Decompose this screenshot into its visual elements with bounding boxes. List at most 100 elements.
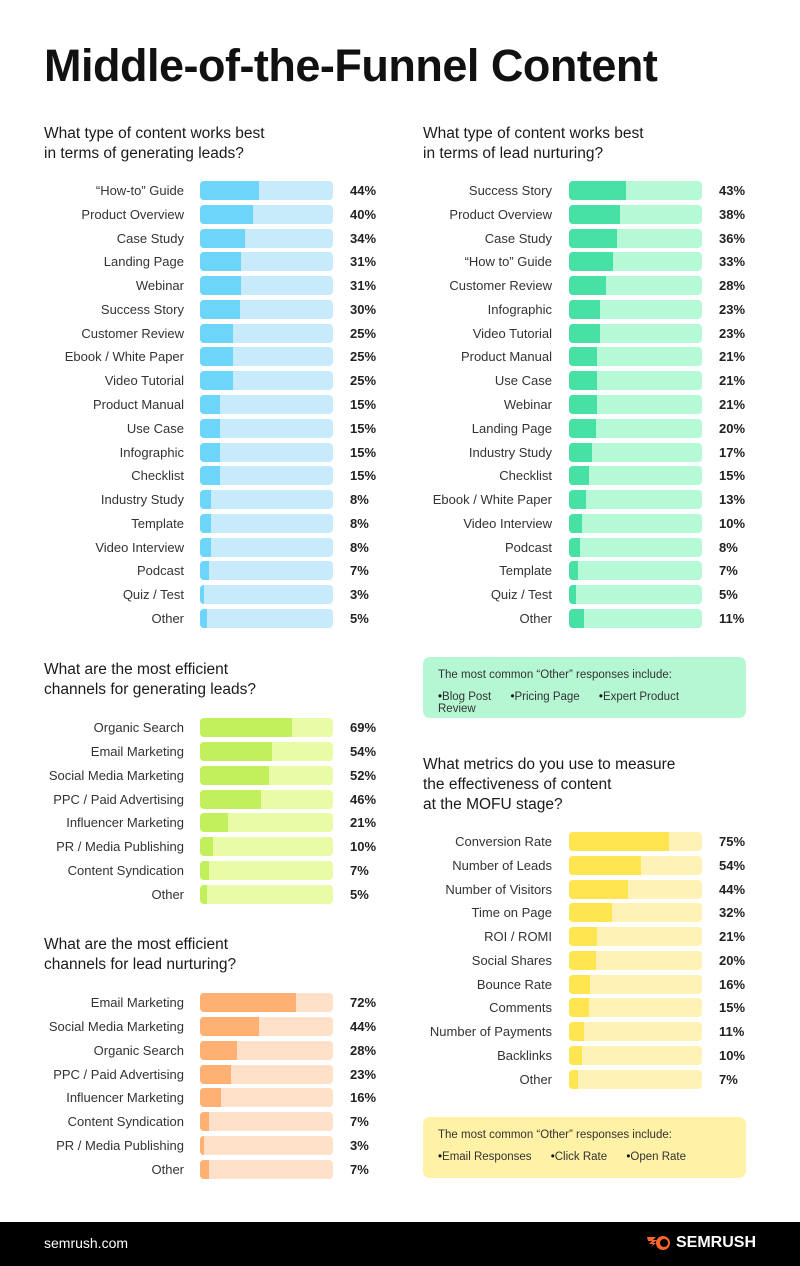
bar <box>569 513 583 533</box>
bar <box>569 974 591 994</box>
bar-track <box>569 1022 702 1041</box>
bar-track <box>200 395 333 415</box>
bar-label: Organic Search <box>93 1042 184 1058</box>
bar-label: Social Media Marketing <box>48 767 184 783</box>
bar <box>200 395 220 415</box>
other-responses-box-metrics: The most common “Other” responses includ… <box>423 1117 746 1178</box>
bar-label: ROI / ROMI <box>484 929 552 944</box>
bar-label: Comments <box>489 1000 552 1016</box>
box-item: Click Rate <box>551 1151 607 1163</box>
bar-label: Product Manual <box>460 349 552 365</box>
question-line: in terms of lead nurturing? <box>423 145 604 162</box>
bar-track <box>200 418 333 438</box>
bar-track <box>569 181 702 200</box>
bar <box>200 765 270 785</box>
site-link[interactable]: semrush.com <box>44 1235 129 1251</box>
question-line: What are the most efficient <box>44 936 229 953</box>
bar <box>200 490 211 510</box>
bar-label: Podcast <box>137 563 184 579</box>
bar-track <box>569 442 702 462</box>
bar-value: 21% <box>719 929 746 944</box>
bar-label: Case Study <box>484 230 552 246</box>
bar-track <box>200 466 333 486</box>
bar-track <box>200 204 333 224</box>
bar-value: 25% <box>350 349 377 365</box>
bar-label: PPC / Paid Advertising <box>53 791 184 807</box>
chart-question: What type of content works best in terms … <box>44 124 265 164</box>
bar-label: Bounce Rate <box>476 976 552 992</box>
bar-value: 7% <box>350 863 369 879</box>
bar-track <box>200 299 333 319</box>
bar-label: Quiz / Test <box>490 587 552 603</box>
bar-label: Number of Payments <box>429 1024 552 1039</box>
bar-label: “How-to” Guide <box>95 183 184 198</box>
bar-track <box>569 204 702 224</box>
bar-track <box>569 998 702 1018</box>
bar-value: 34% <box>350 230 377 246</box>
bar-track <box>569 490 702 510</box>
chart-question: What type of content works best in terms … <box>423 124 644 164</box>
bar-value: 46% <box>350 791 377 807</box>
bar-label: Webinar <box>135 278 184 294</box>
bar-label: Other <box>151 1162 184 1178</box>
bar-track <box>569 466 702 486</box>
bar <box>569 832 669 851</box>
bar-label: Success Story <box>468 183 552 198</box>
semrush-flame-icon <box>646 1236 670 1250</box>
bar <box>569 927 597 946</box>
bar-value: 33% <box>719 254 746 270</box>
bar <box>569 204 620 224</box>
bar-value: 7% <box>719 1071 738 1087</box>
bar-value: 10% <box>350 839 377 855</box>
bar <box>200 861 210 881</box>
bar <box>569 347 597 367</box>
bar <box>200 252 242 272</box>
bar-track <box>569 299 702 319</box>
bar-value: 32% <box>719 905 746 921</box>
question-line: What are the most efficient <box>44 661 229 678</box>
bar-value: 7% <box>350 1162 369 1178</box>
bar-track <box>200 228 333 248</box>
bar-label: Ebook / White Paper <box>432 492 552 508</box>
bar-label: Checklist <box>131 468 184 484</box>
bar-track <box>569 609 702 629</box>
bar-label: Organic Search <box>93 720 184 735</box>
bar <box>569 537 580 557</box>
bar <box>200 1016 259 1036</box>
bar-value: 23% <box>350 1066 377 1082</box>
bar-value: 11% <box>719 1024 745 1039</box>
bar-track <box>200 1064 333 1084</box>
bar-label: Email Marketing <box>90 743 184 759</box>
bar-label: Other <box>519 611 552 627</box>
bar-label: Content Syndication <box>67 1114 184 1130</box>
bar <box>200 718 292 737</box>
bar <box>569 1022 584 1041</box>
bar <box>569 252 613 272</box>
bar-track <box>569 974 702 994</box>
bar-track <box>569 1069 702 1089</box>
bar <box>200 585 204 605</box>
box-title: The most common “Other” responses includ… <box>438 1129 672 1141</box>
bar <box>200 347 234 367</box>
logo-text: SEMRUSH <box>675 1234 756 1251</box>
bar-label: Other <box>151 887 184 903</box>
bar <box>569 371 597 391</box>
bar-value: 17% <box>719 444 746 460</box>
question-line: channels for lead nurturing? <box>44 956 237 973</box>
bar <box>200 741 272 761</box>
bar-value: 5% <box>350 887 369 903</box>
box-item: Open Rate <box>626 1151 686 1163</box>
question-line: in terms of generating leads? <box>44 145 244 162</box>
bar <box>569 609 584 629</box>
bar-value: 54% <box>719 857 746 873</box>
question-line: channels for generating leads? <box>44 681 256 698</box>
question-line: What type of content works best <box>44 125 265 142</box>
bar-label: Case Study <box>116 230 184 246</box>
bar-value: 21% <box>719 373 746 389</box>
bar-label: Influencer Marketing <box>66 1090 184 1106</box>
bar-label: Infographic <box>119 444 184 460</box>
bar-label: Social Shares <box>471 952 552 968</box>
question-line: the effectiveness of content <box>423 776 612 793</box>
bar <box>200 1160 210 1180</box>
bar-track <box>200 513 333 533</box>
